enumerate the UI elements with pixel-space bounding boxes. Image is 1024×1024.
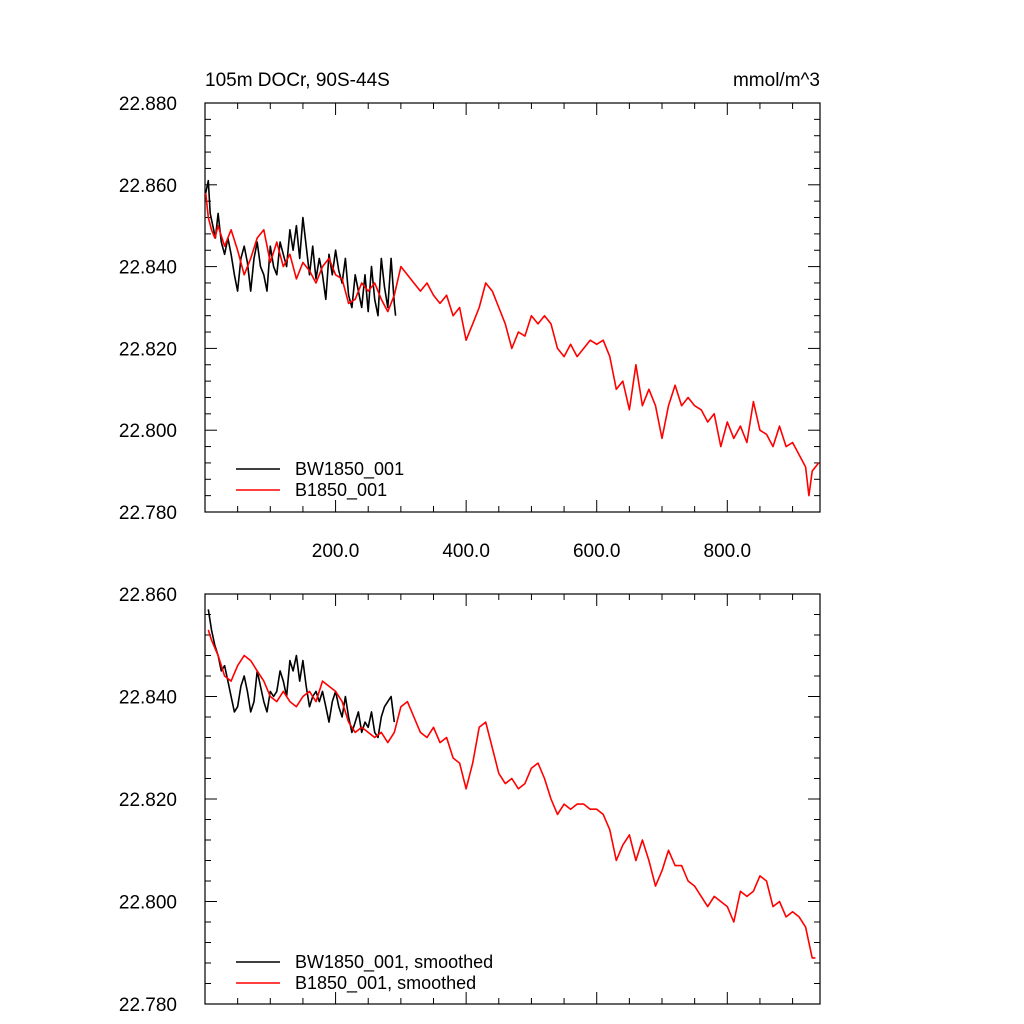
series-line-1 (204, 192, 820, 497)
y-tick-label: 22.800 (119, 421, 177, 442)
y-tick-label: 22.820 (119, 790, 177, 811)
top-panel: 105m DOCr, 90S-44S mmol/m^3 22.780 22.800… (119, 70, 821, 562)
series-line-0 (204, 179, 397, 317)
y-tick-label: 22.840 (119, 258, 177, 279)
plot-frame (204, 102, 821, 513)
x-tick-label: 800.0 (704, 541, 752, 562)
y-tick-label: 22.780 (119, 995, 177, 1016)
y-tick-label: 22.840 (119, 688, 177, 709)
y-tick-label: 22.820 (119, 339, 177, 360)
legend-label: B1850_001, smoothed (295, 973, 476, 994)
y-tick-label: 22.800 (119, 893, 177, 914)
units-label: mmol/m^3 (733, 70, 820, 91)
legend-label: BW1850_001 (295, 459, 404, 480)
series-line-0 (207, 609, 396, 739)
legend-label: B1850_001 (295, 480, 387, 501)
y-tick-label: 22.880 (119, 94, 177, 115)
bottom-panel: 22.780 22.800 22.820 22.840 22.860 BW1850_001… (119, 585, 821, 1016)
x-tick-label: 400.0 (442, 541, 490, 562)
legend-label: BW1850_001, smoothed (295, 952, 493, 973)
x-tick-label: 600.0 (573, 541, 621, 562)
x-tick-label: 200.0 (312, 541, 360, 562)
y-tick-label: 22.780 (119, 503, 177, 524)
chart-title: 105m DOCr, 90S-44S (205, 70, 390, 91)
series-line-1 (207, 629, 816, 959)
y-tick-label: 22.860 (119, 585, 177, 606)
y-tick-label: 22.860 (119, 176, 177, 197)
